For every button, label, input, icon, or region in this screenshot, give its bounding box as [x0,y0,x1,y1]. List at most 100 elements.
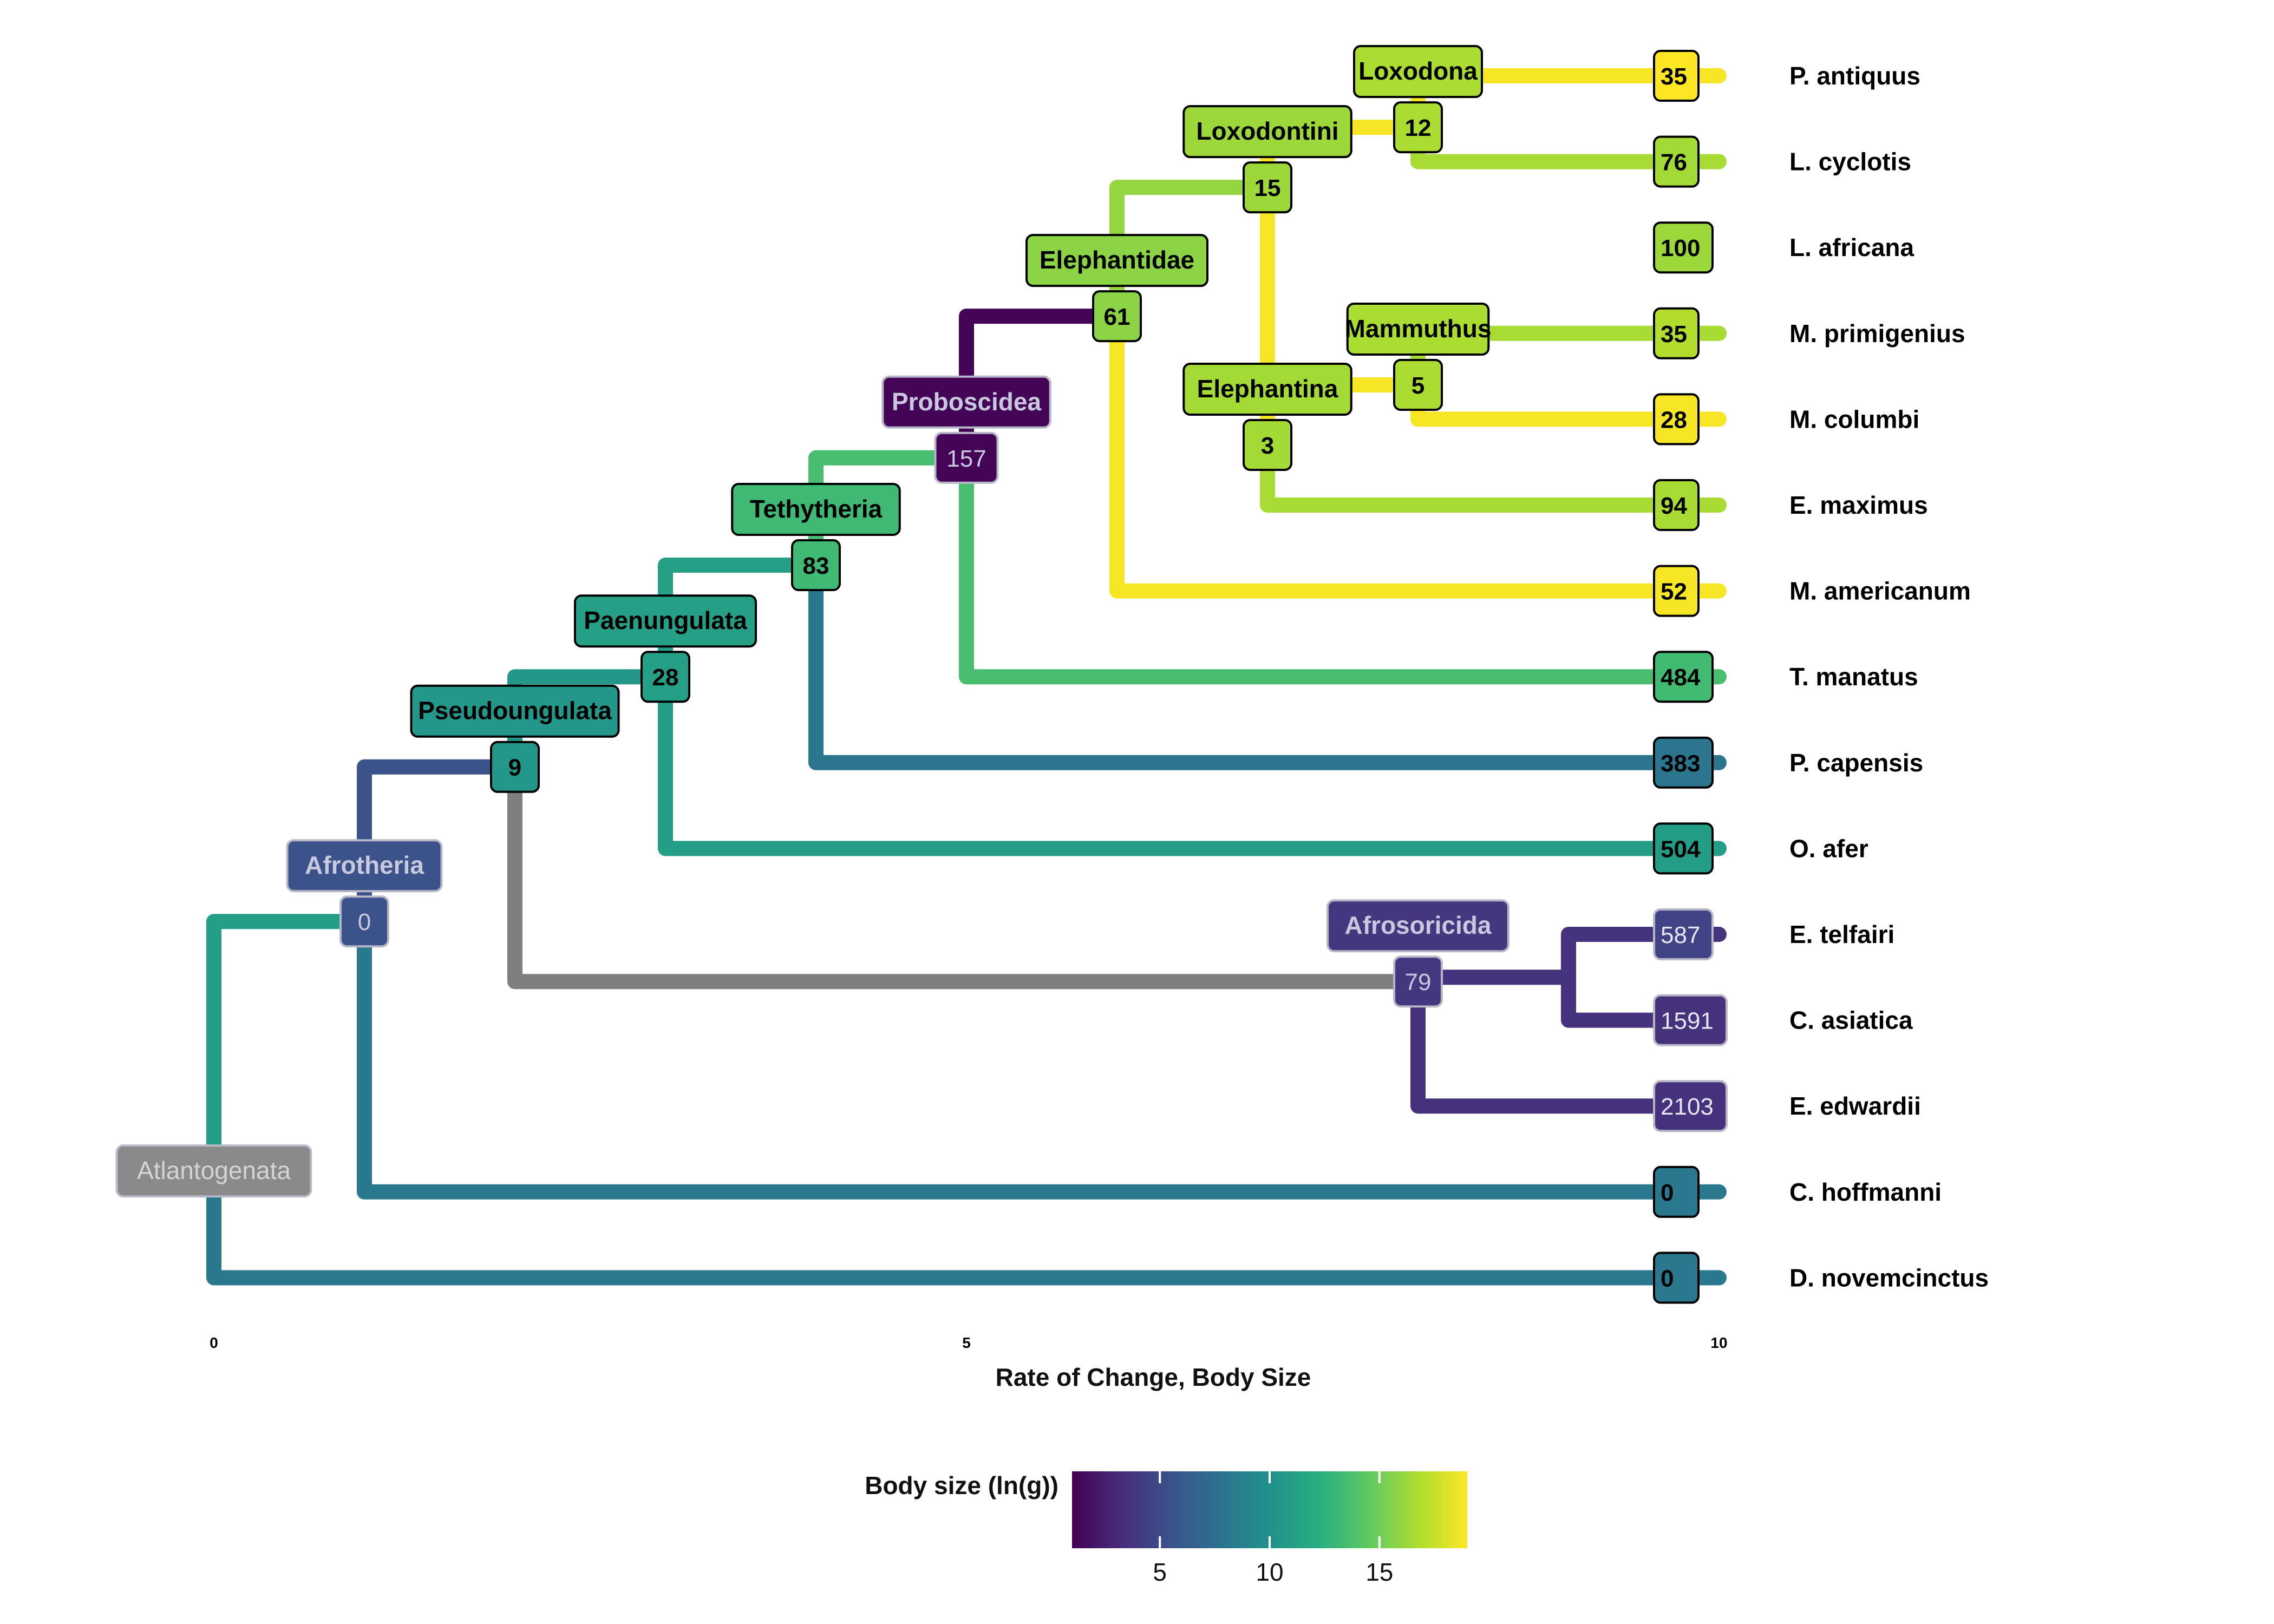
clade-rate-label: 61 [1104,304,1131,330]
legend-colorbar [1072,1471,1467,1548]
branch-pseudoungulata-afrosoricida [507,759,1426,990]
tip-rate-label: 76 [1661,149,1687,176]
clade-rate-label: 12 [1405,115,1432,141]
tip-rate-box [1653,307,1700,359]
clade-rate-box [791,539,841,592]
species-name: C. asiatica [1789,1006,1913,1034]
species-name: E. edwardii [1789,1092,1921,1120]
species-name: L. africana [1789,233,1914,261]
clade-name-box [1025,234,1208,287]
clade-pseudoungulata: Pseudoungulata 9 [410,684,620,793]
clade-rate-box [490,741,540,793]
clade-loxodona: Loxodona 12 [1353,45,1483,154]
clade-name: Pseudoungulata [418,697,612,725]
clade-mammuthus: Mammuthus 5 [1345,302,1491,411]
clade-rate-label: 83 [803,553,829,579]
branch-elephantidae-m-americanum [1109,309,1727,599]
x-tick-label: 0 [210,1334,218,1351]
clade-name-box [1353,45,1483,99]
tip-rate-box [1653,50,1700,102]
clade-rate-box [1243,161,1292,214]
tip-rate-label: 484 [1661,664,1701,691]
tree-branches [206,68,1727,1286]
tip-rate-label: 383 [1661,750,1700,777]
clade-name: Atlantogenata [137,1156,291,1184]
tip-rate-label: 52 [1661,579,1687,605]
species-name: P. antiquus [1789,62,1920,90]
branch-paenungulata-o-afer [658,669,1727,856]
tip-rate-box [1653,221,1714,274]
clade-name-box [1182,362,1352,416]
clade-name-box [881,375,1051,429]
species-name: T. manatus [1789,663,1918,691]
species-name: M. americanum [1789,577,1971,605]
tip-rate-box [1653,994,1728,1046]
clade-proboscidea: Proboscidea 157 [881,375,1051,484]
clade-labels: AtlantogenataAfrotheria0Pseudoungulata9P… [115,45,1510,1198]
tip-rate-label: 28 [1661,407,1687,433]
tip-rate-box [1653,393,1700,446]
clade-rate-label: 157 [946,446,986,472]
species-name: E. maximus [1789,491,1928,519]
clade-name-box [115,1144,312,1198]
tip-rate-box [1653,651,1714,703]
species-name: M. columbi [1789,405,1919,433]
legend-tick-label: 5 [1153,1558,1167,1586]
legend-ticks: 5 10 15 [1153,1471,1393,1586]
x-axis: Rate of Change, Body Size 0 5 10 [210,1334,1727,1391]
legend-tick-label: 10 [1256,1558,1283,1586]
clade-name: Proboscidea [892,388,1042,416]
clade-name-box [410,684,620,738]
clade-rate-label: 9 [508,755,521,781]
tip-rate-label: 587 [1661,922,1700,948]
clade-rate-box [1092,290,1142,343]
tip-rate-label: 504 [1661,836,1701,862]
clade-name-box [286,839,443,893]
tip-rate-box [1653,1080,1728,1132]
clade-rate-label: 15 [1254,175,1281,201]
clade-name-box [574,594,757,648]
color-legend: Body size (ln(g)) 5 10 15 [865,1471,1467,1586]
tip-rate-label: 0 [1661,1265,1674,1292]
clade-name: Afrotheria [305,851,424,879]
branch-tethytheria-p-capensis [808,558,1727,770]
clade-name-box [1346,302,1490,356]
clade-rate-label: 3 [1261,433,1274,459]
clade-name: Loxodontini [1196,117,1338,145]
tip-rate-label: 100 [1661,235,1700,261]
x-tick-label: 10 [1710,1334,1727,1351]
clade-name: Elephantidae [1040,246,1194,274]
tip-rate-box [1653,1165,1700,1218]
species-name: L. cyclotis [1789,148,1911,176]
clade-name-box [1182,105,1352,159]
clade-rate-box [339,895,389,948]
tip-rate-label: 94 [1661,493,1687,519]
clade-name-box [1327,899,1510,953]
clade-name: Tethytheria [750,495,883,523]
tip-rate-box [1653,135,1700,188]
clade-name-box [731,483,901,536]
legend-tick-label: 15 [1365,1558,1393,1586]
clade-rate-box [1393,358,1443,411]
clade-rate-box [1243,418,1292,471]
clade-afrotheria: Afrotheria 0 [286,839,443,948]
tip-rate-box [1653,822,1714,875]
species-names: P. antiquus L. cyclotis L. africana M. prim… [1789,62,1989,1292]
branch-atlantogenata-afrotheria [206,914,372,1178]
species-name: C. hoffmanni [1789,1178,1942,1206]
clade-name: Elephantina [1197,375,1338,403]
clade-rate-box [1393,955,1443,1008]
tip-rate-labels: 35 76 100 35 28 94 52 484 383 504 587 1591 2103 0 0 [1653,50,1728,1304]
clade-rate-label: 5 [1412,372,1424,399]
clade-name: Paenungulata [584,606,747,634]
clade-rate-label: 79 [1405,969,1432,996]
tip-rate-label: 2103 [1661,1093,1714,1120]
x-axis-title: Rate of Change, Body Size [996,1363,1311,1391]
species-name: O. afer [1789,834,1868,862]
tip-rate-box [1653,908,1714,960]
branch-afrotheria-c-hoffmanni [357,914,1727,1200]
clade-loxodontini: Loxodontini 15 [1182,105,1352,214]
clade-rate-box [1393,101,1443,154]
tip-rate-label: 35 [1661,63,1687,90]
